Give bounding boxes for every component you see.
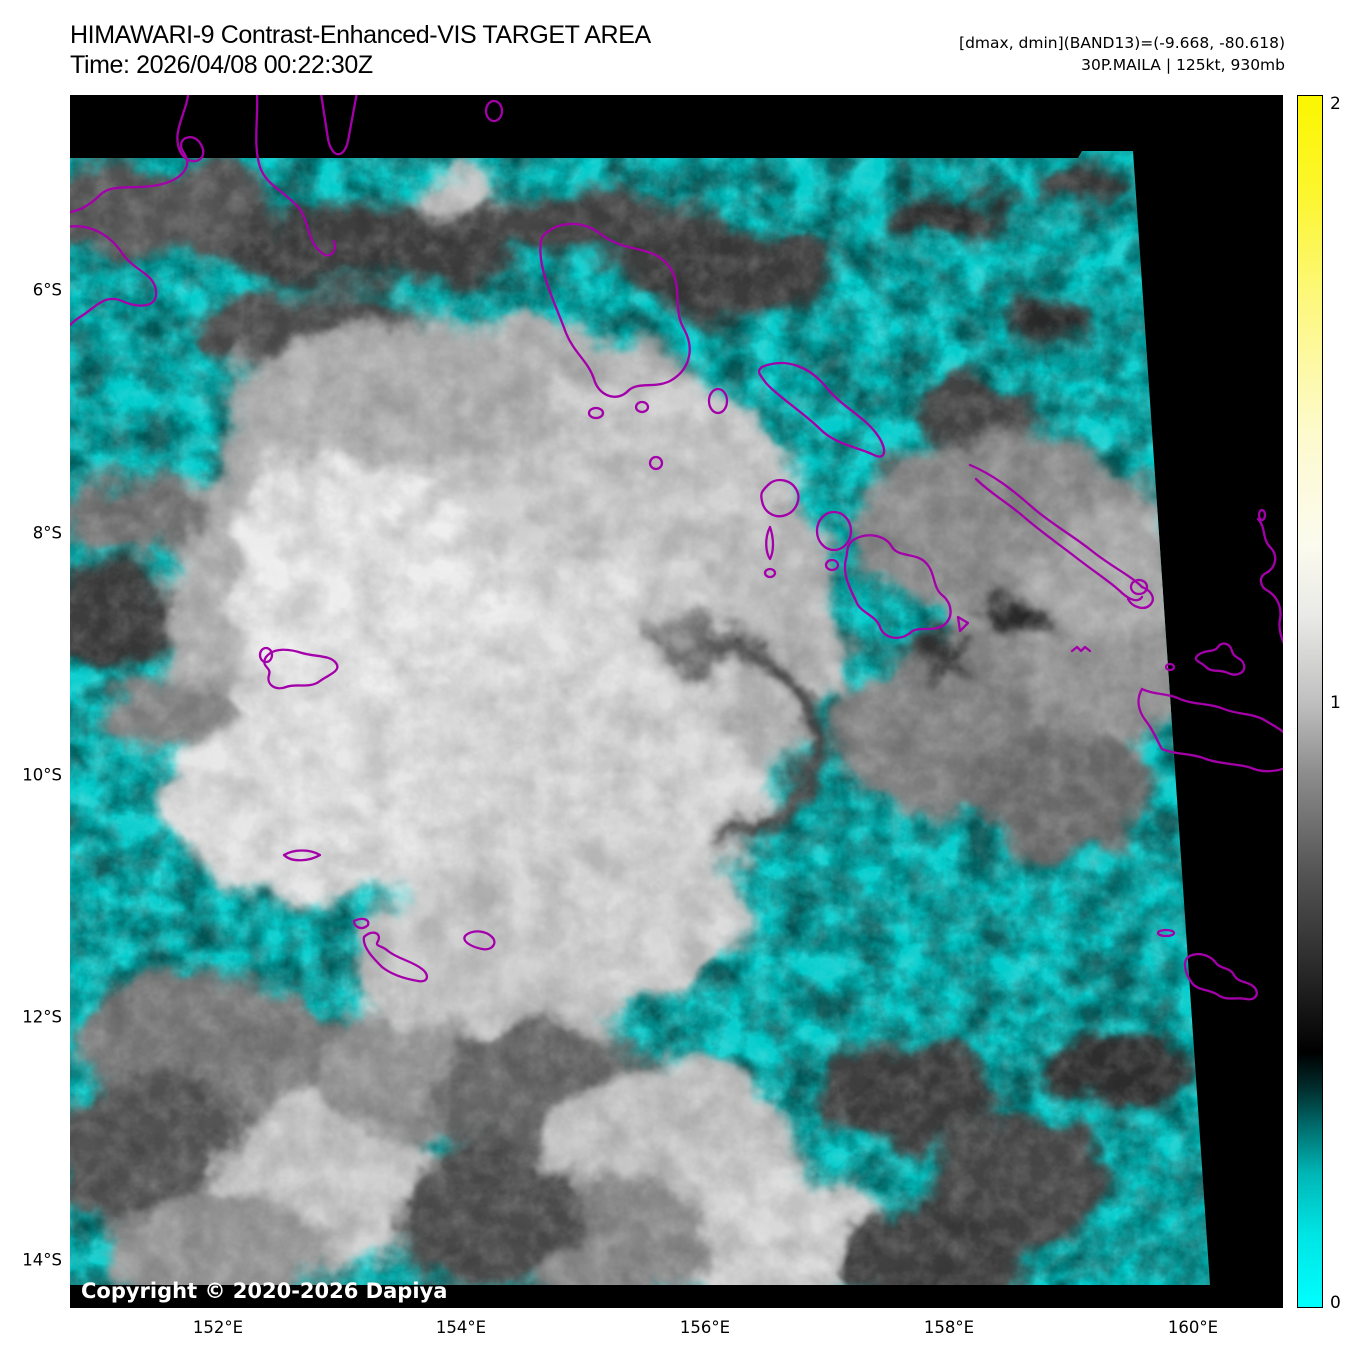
satellite-image-panel: Copyright © 2020-2026 Dapiya	[70, 95, 1283, 1308]
x-tick-156e: 156°E	[679, 1318, 731, 1337]
y-tick-14s: 14°S	[22, 1250, 62, 1270]
coastline-choiseul	[757, 362, 886, 458]
satellite-image	[70, 95, 1283, 1308]
x-tick-160e: 160°E	[1167, 1318, 1219, 1337]
y-tick-10s: 10°S	[22, 765, 62, 785]
x-tick-154e: 154°E	[435, 1318, 487, 1337]
colorbar-tick-1: 1	[1330, 693, 1341, 713]
cloud-shadow-texture	[70, 151, 1210, 1285]
coastline-guadalcanal	[1140, 687, 1283, 734]
colorbar-tick-2: 2	[1330, 94, 1341, 114]
coastline-malaita	[1256, 517, 1283, 644]
coastline-new-ireland	[70, 95, 205, 214]
header-info: [dmax, dmin](BAND13)=(-9.668, -80.618) 3…	[959, 33, 1285, 76]
coastline-santa-isabel	[968, 463, 1144, 589]
x-tick-158e: 158°E	[923, 1318, 975, 1337]
y-tick-6s: 6°S	[32, 280, 62, 300]
y-tick-12s: 12°S	[22, 1007, 62, 1027]
copyright-text: Copyright © 2020-2026 Dapiya	[81, 1279, 448, 1303]
coastline-san-cristobal	[1183, 953, 1258, 1001]
y-tick-8s: 8°S	[32, 523, 62, 543]
title-line-2: Time: 2026/04/08 00:22:30Z	[70, 51, 373, 79]
title-line-1: HIMAWARI-9 Contrast-Enhanced-VIS TARGET …	[70, 21, 651, 49]
colorbar-tick-0: 0	[1330, 1293, 1341, 1313]
coastline-bougainville	[539, 222, 691, 398]
coastline-left-island	[263, 648, 339, 690]
info-line-2: 30P.MAILA | 125kt, 930mb	[1081, 55, 1285, 74]
colorbar	[1297, 95, 1323, 1308]
plot-title: HIMAWARI-9 Contrast-Enhanced-VIS TARGET …	[70, 20, 651, 80]
satellite-data-region	[70, 151, 1210, 1285]
x-tick-152e: 152°E	[192, 1318, 244, 1337]
coastlines	[70, 95, 1283, 1001]
info-line-1: [dmax, dmin](BAND13)=(-9.668, -80.618)	[959, 34, 1285, 52]
coastline-new-georgia	[843, 534, 952, 639]
